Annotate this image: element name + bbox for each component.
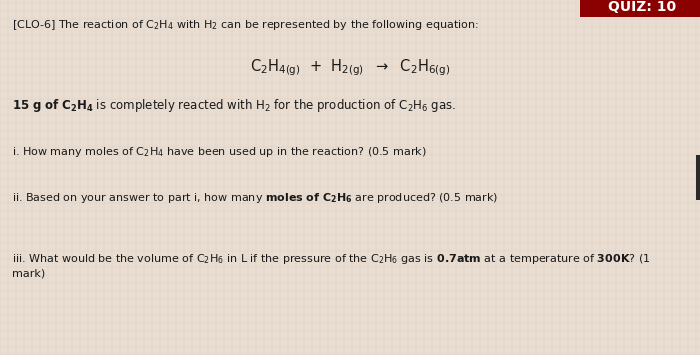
Text: iii. What would be the volume of $\mathregular{C_2H_6}$ in L if the pressure of : iii. What would be the volume of $\mathr… <box>12 252 650 266</box>
Text: $\mathregular{C_2H_{4(g)}}$  +  $\mathregular{H_{2(g)}}$  $\rightarrow$  $\mathr: $\mathregular{C_2H_{4(g)}}$ + $\mathregu… <box>250 57 450 78</box>
FancyBboxPatch shape <box>580 0 700 17</box>
Text: mark): mark) <box>12 269 46 279</box>
Text: [CLO-6] The reaction of $\mathregular{C_2H_4}$ with $\mathregular{H_2}$ can be r: [CLO-6] The reaction of $\mathregular{C_… <box>12 18 479 32</box>
Text: ii. Based on your answer to part i, how many $\mathbf{moles\ of\ C_2H_6}$ are pr: ii. Based on your answer to part i, how … <box>12 191 498 205</box>
Text: $\mathbf{15\ g\ of\ C_2H_4}$ is completely reacted with $\mathregular{H_2}$ for : $\mathbf{15\ g\ of\ C_2H_4}$ is complete… <box>12 97 456 114</box>
Text: QUIZ: 10: QUIZ: 10 <box>608 0 676 14</box>
Text: i. How many moles of $\mathregular{C_2H_4}$ have been used up in the reaction? (: i. How many moles of $\mathregular{C_2H_… <box>12 145 427 159</box>
FancyBboxPatch shape <box>696 155 700 200</box>
